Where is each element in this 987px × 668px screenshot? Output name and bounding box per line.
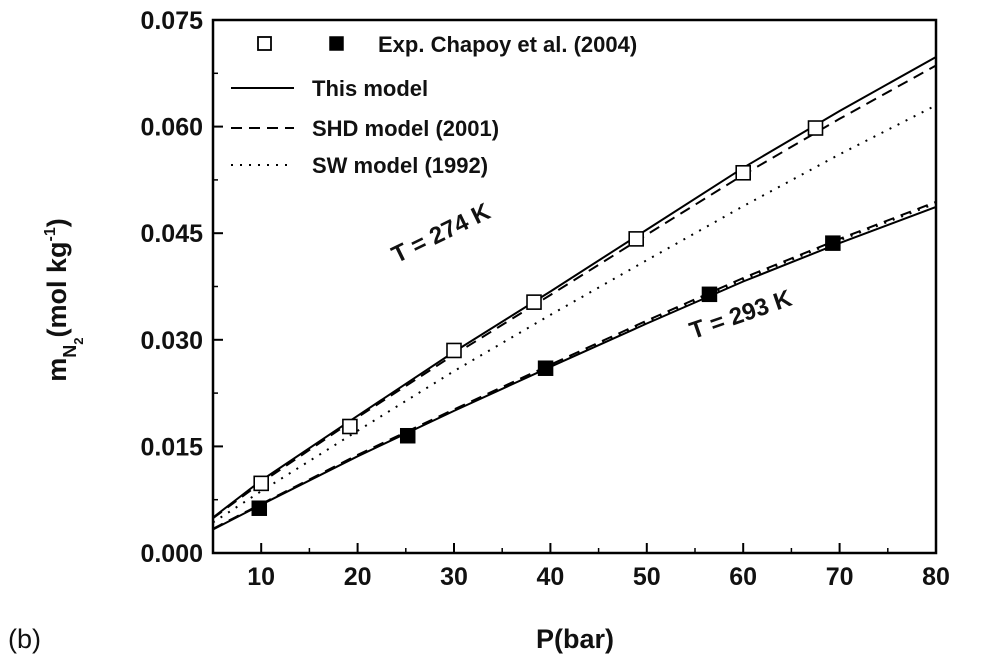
y-tick-label: 0.045 [140, 220, 203, 248]
legend-label-this-model: This model [312, 76, 428, 101]
y-axis-title-unit: (mol kg [42, 241, 72, 337]
data-point-open-square [735, 164, 752, 181]
data-point-filled-square [701, 286, 718, 303]
y-tick-label: 0.075 [140, 7, 203, 35]
data-point-open-square [342, 418, 358, 435]
curve-annotation: T = 274 K [387, 198, 495, 269]
y-tick-label: 0.000 [140, 540, 203, 568]
x-tick-label: 50 [633, 563, 661, 591]
series-points-exp293 [251, 235, 841, 516]
legend-label-shd-model: SHD model (2001) [312, 116, 499, 141]
data-point-filled-square [399, 427, 416, 444]
data-point-filled-square [537, 360, 554, 376]
x-tick-label: 60 [729, 563, 757, 591]
legend-label-experimental: Exp. Chapoy et al. (2004) [378, 32, 637, 57]
x-tick-label: 10 [247, 563, 275, 591]
series-line-shd274 [212, 64, 937, 520]
panel-label: (b) [8, 624, 41, 654]
y-axis-title-symbol: m [42, 358, 72, 382]
tick-labels: 10 20 30 40 50 60 70 80 0.000 0.015 0.030 0.045 0.06… [140, 7, 949, 591]
y-axis-title: mN2(mol kg-1) [42, 218, 86, 382]
y-axis-title-unit-exp: -1 [42, 227, 59, 241]
series-line-this274 [212, 56, 937, 519]
x-tick-label: 80 [922, 563, 950, 591]
x-tick-label: 70 [826, 563, 854, 591]
data-point-filled-square [251, 500, 268, 516]
legend: Exp. Chapoy et al. (2004) This model SHD… [231, 32, 637, 178]
data-point-open-square [628, 231, 644, 247]
legend-label-sw-model: SW model (1992) [312, 153, 488, 178]
series-points-exp274 [253, 120, 824, 492]
x-tick-label: 20 [344, 563, 372, 591]
data-point-open-square [446, 342, 462, 359]
series-line-sw274 [212, 104, 937, 524]
y-tick-label: 0.030 [140, 327, 203, 355]
x-tick-label: 40 [536, 563, 564, 591]
data-point-filled-square [825, 235, 841, 251]
data-point-open-square [253, 475, 269, 492]
legend-open-square-marker [257, 36, 272, 51]
y-axis-title-sub2: 2 [71, 338, 86, 345]
annotations: T = 274 KT = 293 K [387, 198, 795, 345]
x-tick-label: 30 [440, 563, 468, 591]
legend-filled-square-marker [329, 36, 344, 51]
data-point-open-square [807, 120, 824, 136]
series-line-this293 [212, 205, 937, 531]
plot-content [212, 56, 937, 531]
y-axis-title-unit-close: ) [42, 218, 72, 227]
x-axis-title: P(bar) [536, 624, 614, 654]
data-point-open-square [526, 294, 542, 310]
y-tick-label: 0.015 [140, 433, 203, 461]
y-tick-label: 0.060 [140, 114, 203, 142]
y-axis-title-sub1: N [60, 345, 80, 358]
series-line-sw293 [212, 202, 937, 530]
axis-ticks [212, 19, 937, 554]
series-line-shd293 [212, 200, 937, 530]
